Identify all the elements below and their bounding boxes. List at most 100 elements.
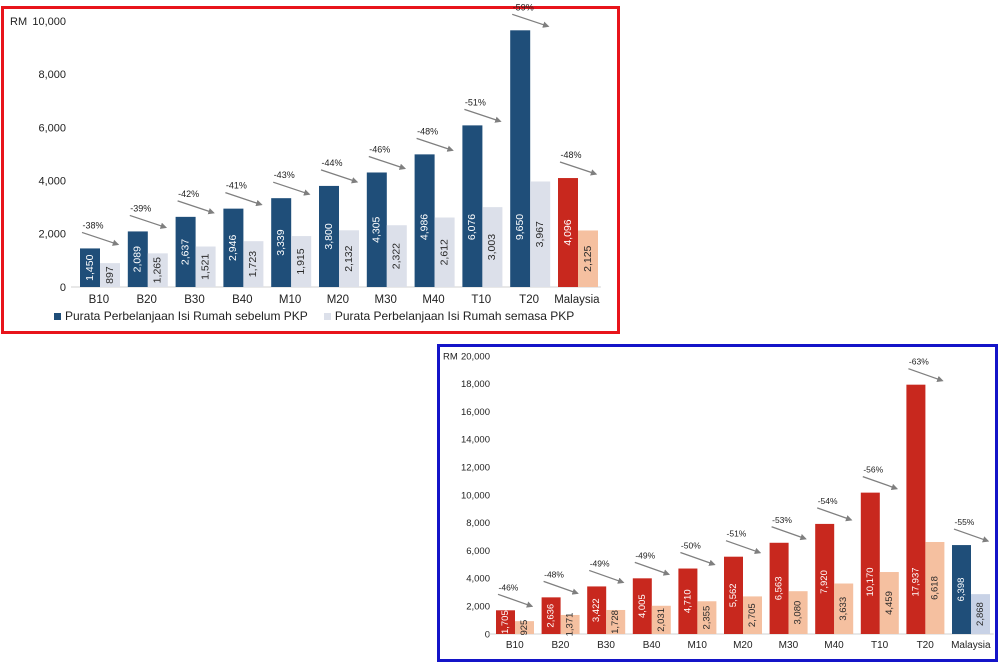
data-label-during: 925 (519, 620, 530, 636)
change-label: -44% (321, 158, 342, 168)
x-tick-label: B40 (232, 294, 252, 306)
bar-during (147, 253, 168, 287)
x-tick-label: B20 (136, 294, 156, 306)
bar-during (697, 601, 717, 634)
bar-before (678, 568, 698, 634)
y-tick-label: 8,000 (466, 518, 490, 529)
y-tick-label: 2,000 (38, 229, 66, 241)
data-label-during: 2,612 (438, 239, 450, 265)
data-label-during: 1,265 (152, 257, 164, 283)
bar-before (366, 172, 387, 287)
y-tick-label: 4,000 (38, 175, 66, 187)
bar-during (971, 594, 990, 634)
legend-swatch-before (54, 312, 61, 320)
change-arrow (368, 155, 407, 170)
y-tick-label: 6,000 (466, 546, 490, 557)
y-tick-label: 20,000 (461, 351, 490, 362)
bar-before (462, 125, 483, 287)
data-label-before: 10,170 (865, 567, 876, 596)
change-arrow (908, 368, 944, 383)
change-arrow (129, 214, 168, 229)
bar-during (434, 217, 455, 287)
change-arrow (416, 137, 454, 152)
change-arrow (816, 507, 853, 522)
bar-before (510, 30, 531, 288)
data-label-during: 3,003 (486, 234, 498, 260)
data-label-before: 3,800 (323, 223, 335, 249)
legend: Purata Perbelanjaan Isi Rumah sebelum PK… (54, 309, 574, 323)
x-tick-label: M10 (279, 294, 301, 306)
change-label: -56% (863, 465, 883, 475)
x-tick-label: B40 (643, 640, 661, 651)
bar-during (606, 609, 626, 634)
data-label-during: 2,132 (343, 245, 355, 271)
data-label-during: 1,728 (610, 610, 621, 634)
bar-during (530, 181, 551, 287)
data-label-before: 4,096 (562, 219, 574, 245)
x-tick-label: B30 (597, 640, 615, 651)
change-arrow (559, 161, 598, 176)
bar-during (879, 572, 899, 634)
chart-panel-bottom: RM 0 2,000 4,000 6,000 8,000 10,000 12,000 14,00… (437, 344, 998, 662)
data-label-before: 6,563 (774, 576, 785, 600)
data-label-during: 6,618 (929, 576, 940, 600)
x-tick-label: B10 (89, 294, 109, 306)
change-label: -42% (178, 189, 199, 199)
change-label: -43% (274, 170, 295, 180)
change-label: -48% (560, 150, 581, 160)
data-label-during: 3,967 (534, 221, 546, 247)
change-arrow (725, 540, 762, 555)
data-label-before: 4,986 (418, 214, 430, 240)
data-label-before: 17,937 (910, 567, 921, 596)
change-arrow (862, 476, 899, 490)
change-arrow (543, 580, 579, 595)
legend-label-before: Purata Perbelanjaan Isi Rumah sebelum PK… (65, 309, 308, 323)
data-label-during: 4,459 (884, 591, 895, 615)
x-tick-label: T20 (917, 640, 935, 651)
bar-before (860, 492, 880, 634)
data-label-before: 2,636 (546, 604, 557, 628)
data-label-before: 3,339 (275, 229, 287, 255)
y-axis-unit: RM (10, 16, 27, 28)
y-tick-label: 2,000 (466, 602, 490, 613)
x-tick-label: M40 (422, 294, 444, 306)
change-arrow (320, 169, 359, 184)
legend-label-during: Purata Perbelanjaan Isi Rumah semasa PKP (334, 309, 575, 323)
data-label-before: 4,305 (371, 216, 383, 242)
bar-before (632, 578, 652, 634)
x-tick-label: T10 (871, 640, 889, 651)
y-tick-label: 0 (485, 629, 490, 640)
data-label-before: 4,005 (637, 594, 648, 618)
bar-during (243, 241, 264, 287)
change-arrow (177, 200, 215, 215)
change-arrow (225, 192, 263, 207)
data-label-before: 1,705 (500, 610, 511, 634)
change-arrow (588, 569, 625, 584)
change-label: -51% (465, 97, 486, 107)
data-label-during: 1,521 (199, 253, 211, 279)
data-label-before: 7,920 (819, 570, 830, 594)
change-arrow (81, 231, 120, 246)
legend-swatch-during (323, 312, 331, 320)
bar-during (651, 605, 671, 634)
bar-during (834, 583, 854, 634)
change-label: -41% (226, 181, 247, 191)
y-tick-label: 10,000 (461, 490, 490, 501)
change-label: -49% (590, 558, 610, 568)
change-arrow (771, 526, 807, 541)
data-label-before: 1,450 (84, 254, 96, 280)
bar-before (541, 597, 561, 634)
data-label-before: 2,637 (179, 239, 191, 265)
x-tick-label: Malaysia (554, 294, 600, 306)
data-label-before: 9,650 (514, 214, 526, 240)
bar-before (724, 556, 743, 634)
bar-during (560, 614, 580, 634)
data-label-before: 6,398 (956, 578, 967, 602)
bar-during (515, 621, 534, 634)
data-label-before: 3,422 (591, 598, 602, 622)
legend-item-during: Purata Perbelanjaan Isi Rumah semasa PKP (323, 309, 575, 323)
y-tick-label: 10,000 (32, 16, 66, 28)
data-label-before: 4,710 (682, 589, 693, 613)
bar-before (952, 545, 971, 634)
change-arrow (953, 528, 990, 543)
